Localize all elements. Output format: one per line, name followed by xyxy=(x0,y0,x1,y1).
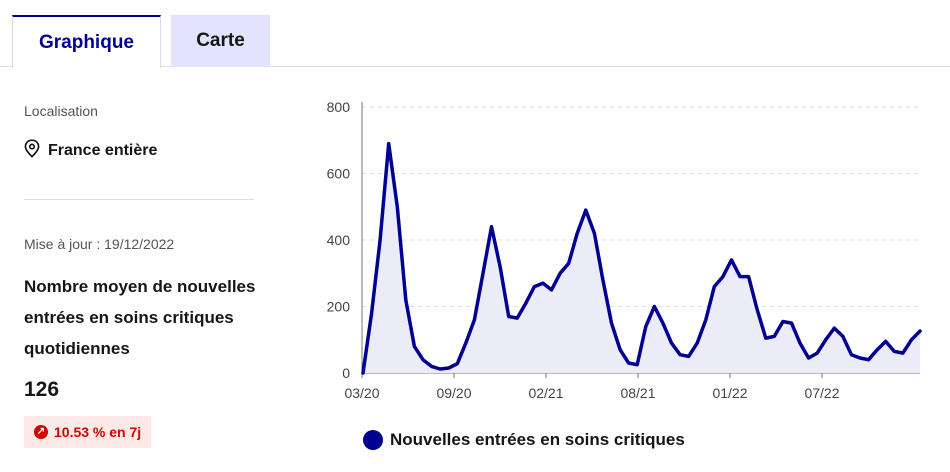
data-point xyxy=(808,357,810,359)
indicator-value: 126 xyxy=(24,378,60,401)
data-point xyxy=(859,357,861,359)
sidebar-divider xyxy=(24,199,254,200)
data-point xyxy=(902,352,904,354)
area-chart: 800 600 400 200 0 03/20 09/20 02/21 08/21 01/22 07… xyxy=(310,92,940,412)
data-point xyxy=(816,352,818,354)
data-point xyxy=(645,325,647,327)
data-point xyxy=(533,286,535,288)
update-date: Mise à jour : 19/12/2022 xyxy=(24,236,175,252)
data-point xyxy=(782,321,784,322)
y-tick-label: 0 xyxy=(342,365,350,381)
data-point xyxy=(482,272,484,274)
data-point xyxy=(765,337,767,339)
data-point xyxy=(473,319,475,321)
data-point xyxy=(602,279,604,281)
data-point xyxy=(722,276,724,278)
data-point xyxy=(413,345,415,347)
data-point xyxy=(551,289,552,291)
data-point xyxy=(868,359,870,361)
data-point xyxy=(756,309,758,311)
data-point xyxy=(568,262,570,264)
y-tick-label: 600 xyxy=(327,166,351,182)
data-point xyxy=(671,342,672,344)
data-point xyxy=(576,232,578,234)
data-point xyxy=(542,282,544,284)
data-point xyxy=(439,368,441,370)
x-tick-label: 08/21 xyxy=(620,385,655,401)
data-point xyxy=(791,322,792,324)
x-tick-label: 09/20 xyxy=(436,385,471,401)
data-point xyxy=(525,302,527,304)
data-point xyxy=(508,316,510,317)
tab-bar-divider xyxy=(0,66,950,67)
data-point xyxy=(362,372,364,374)
tab-carte[interactable]: Carte xyxy=(171,15,270,67)
data-point xyxy=(919,330,921,332)
location-value: France entière xyxy=(48,142,158,159)
x-tick-label: 07/22 xyxy=(804,385,839,401)
data-point xyxy=(833,327,835,329)
legend-marker xyxy=(363,430,383,450)
data-point xyxy=(516,317,518,319)
data-point xyxy=(405,299,407,301)
location-label: Localisation xyxy=(24,103,98,119)
data-point xyxy=(662,322,664,324)
data-point xyxy=(559,272,561,274)
arrow-up-right-icon: ↗ xyxy=(34,425,48,439)
tab-graphique[interactable]: Graphique xyxy=(12,15,161,68)
x-tick-label: 02/21 xyxy=(528,385,563,401)
data-point xyxy=(585,209,587,211)
trend-badge: ↗ 10.53 % en 7j xyxy=(24,416,152,448)
data-point xyxy=(388,143,390,145)
data-point xyxy=(825,339,827,341)
data-point xyxy=(885,340,887,342)
data-point xyxy=(593,232,595,234)
data-point xyxy=(636,364,638,366)
map-pin-icon xyxy=(24,139,40,163)
location-selector[interactable]: France entière xyxy=(24,139,157,163)
data-point xyxy=(611,322,612,324)
indicator-title: Nombre moyen de nouvelles entrées en soi… xyxy=(24,277,256,358)
data-point xyxy=(499,266,501,268)
data-point xyxy=(748,276,750,278)
trend-badge-label: 10.53 % en 7j xyxy=(54,424,142,440)
data-point xyxy=(773,335,775,337)
data-point xyxy=(713,286,715,288)
y-tick-label: 800 xyxy=(327,99,351,115)
data-point xyxy=(688,355,690,357)
data-point xyxy=(628,362,630,364)
series-line xyxy=(361,141,922,375)
x-tick-label: 01/22 xyxy=(712,385,747,401)
data-point xyxy=(705,319,707,321)
x-tick-label: 03/20 xyxy=(344,385,379,401)
chart-legend: Nouvelles entrées en soins critiques xyxy=(363,430,685,450)
data-point xyxy=(850,354,852,356)
data-point xyxy=(379,239,381,241)
data-point xyxy=(739,276,741,278)
data-point xyxy=(893,350,895,352)
data-point xyxy=(653,306,655,307)
data-point xyxy=(619,349,621,351)
data-point xyxy=(465,342,467,344)
data-point xyxy=(396,206,398,208)
chart-svg: 800 600 400 200 0 03/20 09/20 02/21 08/21 01/22 07… xyxy=(327,99,922,401)
series-area xyxy=(363,143,920,373)
data-point xyxy=(456,363,458,365)
y-tick-label: 400 xyxy=(327,232,351,248)
data-point xyxy=(799,342,801,344)
data-point xyxy=(679,354,681,356)
data-point xyxy=(422,359,424,361)
data-point xyxy=(696,342,698,344)
data-point xyxy=(842,335,844,337)
data-point xyxy=(910,339,912,341)
data-point xyxy=(431,365,433,367)
data-point xyxy=(448,367,450,369)
y-tick-label: 200 xyxy=(327,299,351,315)
data-point xyxy=(731,259,732,261)
tab-bar: Graphique Carte xyxy=(0,0,950,68)
data-point xyxy=(371,312,373,314)
data-point xyxy=(491,226,492,228)
legend-label: Nouvelles entrées en soins critiques xyxy=(390,430,685,449)
data-point xyxy=(876,349,878,351)
